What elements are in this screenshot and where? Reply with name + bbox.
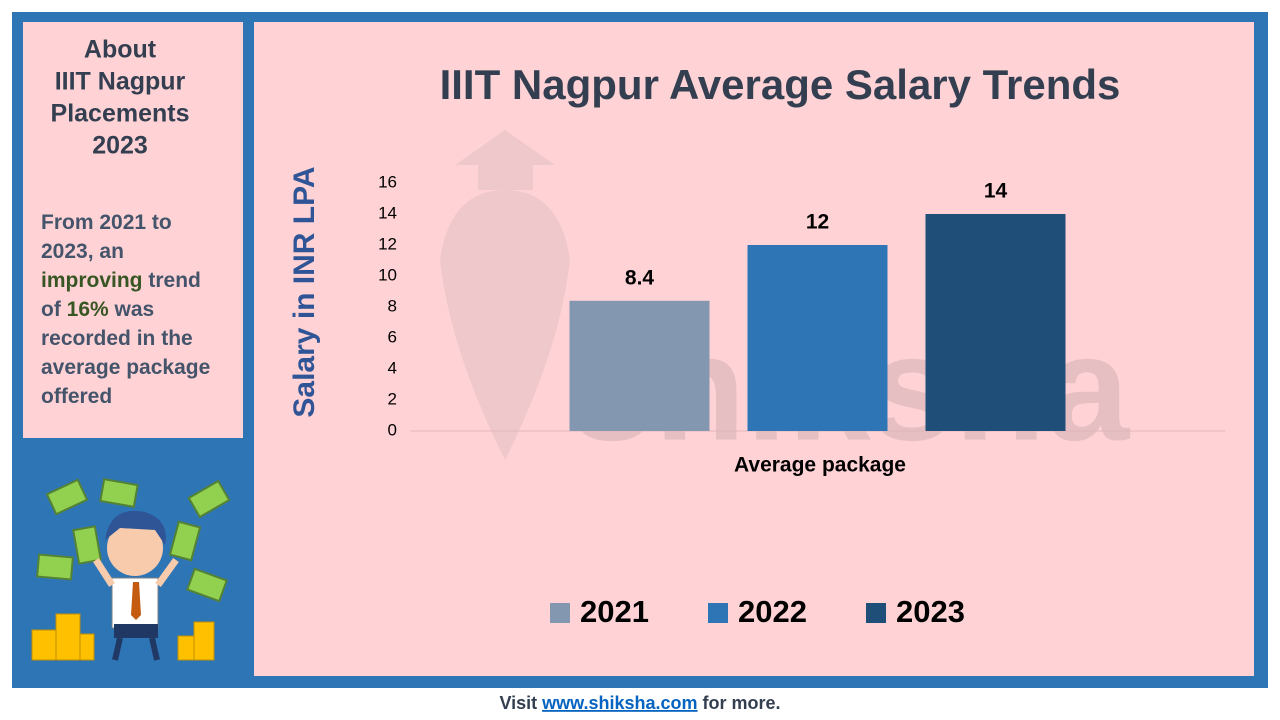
sidebar-title: About xyxy=(84,36,157,64)
sidebar-description: 2023, an xyxy=(41,240,124,263)
description-text: average package xyxy=(41,356,210,379)
y-tick-label: 10 xyxy=(378,265,397,284)
illustration xyxy=(31,478,231,661)
description-text: trend xyxy=(143,269,201,292)
x-axis-label: Average package xyxy=(734,454,906,477)
legend-label: 2021 xyxy=(580,594,649,629)
description-text: was xyxy=(109,298,155,321)
bar xyxy=(925,214,1066,431)
legend-swatch xyxy=(550,603,570,623)
y-tick-label: 6 xyxy=(388,327,397,346)
sidebar-title: 2023 xyxy=(92,132,148,160)
y-tick-label: 4 xyxy=(388,358,397,377)
y-axis-label: Salary in INR LPA xyxy=(288,166,321,417)
description-text: of xyxy=(41,298,67,321)
data-label: 8.4 xyxy=(625,266,655,289)
legend-label: 2023 xyxy=(896,594,965,629)
description-text: 2023, an xyxy=(41,240,124,263)
legend-label: 2022 xyxy=(738,594,807,629)
highlight-text: 16% xyxy=(67,298,109,321)
legend-swatch xyxy=(708,603,728,623)
description-text: From 2021 to xyxy=(41,211,172,234)
sidebar-title: Placements xyxy=(51,100,190,128)
y-tick-label: 14 xyxy=(378,203,397,222)
footer-text: for more. xyxy=(698,693,781,713)
highlight-text: improving xyxy=(41,269,143,292)
footer-link[interactable]: www.shiksha.com xyxy=(541,693,697,713)
y-tick-label: 16 xyxy=(378,172,397,191)
y-tick-label: 2 xyxy=(388,389,397,408)
sidebar-description: From 2021 to xyxy=(41,211,172,234)
sidebar-description: offered xyxy=(41,385,112,408)
sidebar-title: IIIT Nagpur xyxy=(55,68,186,96)
y-tick-label: 0 xyxy=(388,420,397,439)
sidebar-description: recorded in the xyxy=(41,327,193,350)
y-tick-label: 8 xyxy=(388,296,397,315)
description-text: recorded in the xyxy=(41,327,193,350)
sidebar-description: of 16% was xyxy=(41,298,154,321)
data-label: 12 xyxy=(806,211,829,234)
footer: Visit www.shiksha.com for more. xyxy=(499,693,780,713)
y-tick-label: 12 xyxy=(378,234,397,253)
sidebar-panel xyxy=(23,22,243,438)
bar xyxy=(569,300,710,431)
chart-title: IIIT Nagpur Average Salary Trends xyxy=(440,61,1121,108)
legend-swatch xyxy=(866,603,886,623)
sidebar-description: average package xyxy=(41,356,210,379)
description-text: offered xyxy=(41,385,112,408)
sidebar-description: improving trend xyxy=(41,269,201,292)
footer-text: Visit xyxy=(499,693,542,713)
data-label: 14 xyxy=(984,180,1008,203)
bar xyxy=(747,245,888,431)
watermark-logo xyxy=(440,130,570,460)
